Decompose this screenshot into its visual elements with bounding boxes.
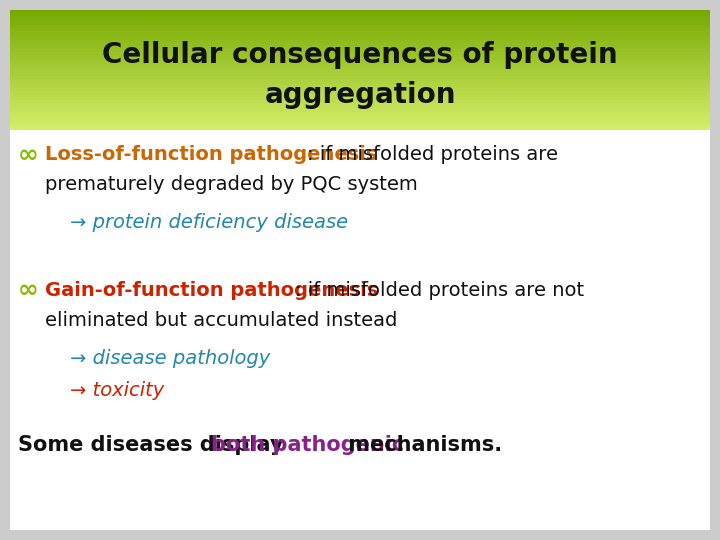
Bar [10,94,710,97]
Bar [10,46,710,49]
Bar [10,25,710,28]
Bar [10,115,710,118]
Bar [10,31,710,34]
Bar [10,64,710,67]
Bar [10,127,710,130]
Bar [10,13,710,16]
Text: → disease pathology: → disease pathology [70,348,270,368]
Bar [10,91,710,94]
Bar [10,58,710,61]
Bar [10,112,710,115]
Bar [10,55,710,58]
Bar [10,16,710,19]
Bar [10,100,710,103]
Bar [10,76,710,79]
Bar [10,73,710,76]
Bar [10,88,710,91]
Bar [10,37,710,40]
Text: Some diseases display: Some diseases display [18,435,291,455]
Text: → protein deficiency disease: → protein deficiency disease [70,213,348,233]
Bar [10,106,710,109]
Text: : if misfolded proteins are: : if misfolded proteins are [307,145,558,165]
Text: Cellular consequences of protein: Cellular consequences of protein [102,41,618,69]
Bar [10,97,710,100]
Bar [10,85,710,88]
Bar [10,43,710,46]
Bar [10,79,710,82]
Bar [10,70,710,73]
Text: Gain-of-function pathogenesis: Gain-of-function pathogenesis [45,280,378,300]
Text: both pathogenic: both pathogenic [211,435,404,455]
Bar [10,121,710,124]
Text: Loss-of-function pathogenesis: Loss-of-function pathogenesis [45,145,377,165]
Bar [10,61,710,64]
Bar [10,19,710,22]
Bar [10,124,710,127]
Bar [10,82,710,85]
Bar [10,34,710,37]
Bar [10,52,710,55]
Bar [10,109,710,112]
Bar [10,103,710,106]
Text: mechanisms.: mechanisms. [341,435,502,455]
Bar [10,10,710,13]
Bar [10,28,710,31]
Text: ∞: ∞ [18,143,39,167]
Text: : if misfolded proteins are not: : if misfolded proteins are not [295,280,584,300]
Bar [10,22,710,25]
Text: eliminated but accumulated instead: eliminated but accumulated instead [45,310,397,329]
Text: aggregation: aggregation [264,81,456,109]
Bar [10,49,710,52]
Text: ∞: ∞ [18,278,39,302]
Text: → toxicity: → toxicity [70,381,164,400]
Bar [10,40,710,43]
Bar [10,118,710,121]
Text: prematurely degraded by PQC system: prematurely degraded by PQC system [45,176,418,194]
Bar [10,67,710,70]
